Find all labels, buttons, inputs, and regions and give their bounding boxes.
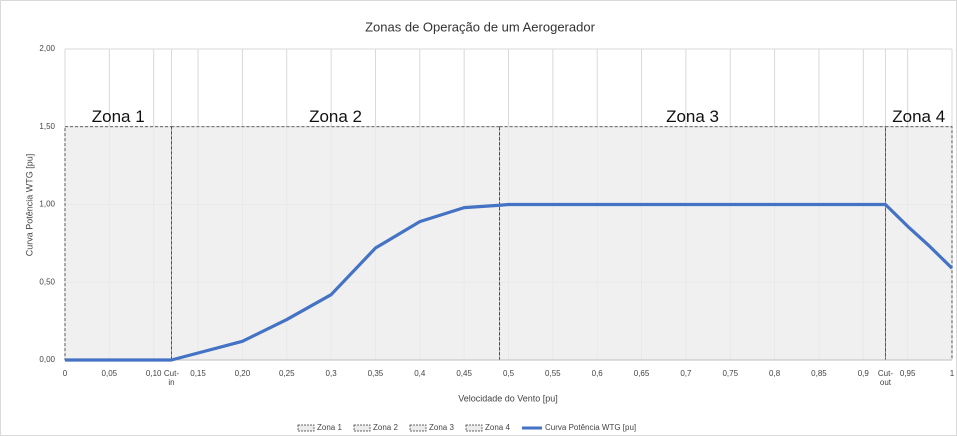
zone-label: Zona 1 xyxy=(92,107,145,126)
legend-swatch xyxy=(465,424,483,432)
zone xyxy=(64,126,172,361)
x-tick-label: 0,4 xyxy=(414,369,426,378)
x-tick-label: 0,55 xyxy=(545,369,561,378)
x-tick-label: 0,65 xyxy=(634,369,650,378)
x-tick-label: 0,15 xyxy=(190,369,206,378)
x-tick-label: 0,75 xyxy=(722,369,738,378)
legend-swatch xyxy=(297,424,315,432)
y-tick-label: 0,50 xyxy=(39,277,55,286)
x-tick-label: Cut-out xyxy=(878,369,893,387)
x-tick-label: 1 xyxy=(950,369,955,378)
x-tick-label: 0,9 xyxy=(858,369,870,378)
legend-swatch xyxy=(353,424,371,432)
legend-label: Curva Potência WTG [pu] xyxy=(545,423,636,432)
legend-label: Zona 3 xyxy=(429,423,454,432)
x-tick-label: Cut-in xyxy=(164,369,179,387)
legend-swatch xyxy=(409,424,427,432)
zone-label: Zona 2 xyxy=(309,107,362,126)
y-tick-label: 0,00 xyxy=(39,355,55,364)
zone-label: Zona 3 xyxy=(666,107,719,126)
x-tick-label: 0,6 xyxy=(592,369,604,378)
y-tick-label: 2,00 xyxy=(39,44,55,53)
legend-label: Zona 2 xyxy=(373,423,398,432)
zone xyxy=(499,126,886,361)
series-line xyxy=(65,202,954,362)
x-tick-label: 0,7 xyxy=(680,369,692,378)
x-tick-label: 0,20 xyxy=(235,369,251,378)
x-tick-label: 0,3 xyxy=(326,369,338,378)
x-tick-label: 0,8 xyxy=(769,369,781,378)
zone xyxy=(885,126,953,361)
x-tick-label: 0,25 xyxy=(279,369,295,378)
x-tick-label: 0,05 xyxy=(102,369,118,378)
zone-label: Zona 4 xyxy=(892,107,945,126)
legend-label: Zona 1 xyxy=(317,423,342,432)
chart-title: Zonas de Operação de um Aerogerador xyxy=(365,19,595,34)
y-tick-label: 1,00 xyxy=(39,200,55,209)
x-tick-label: 0,10 xyxy=(146,369,162,378)
y-tick-label: 1,50 xyxy=(39,122,55,131)
x-tick-label: 0,85 xyxy=(811,369,827,378)
legend-label: Zona 4 xyxy=(485,423,510,432)
x-tick-label: 0,5 xyxy=(503,369,515,378)
x-axis-label: Velocidade do Vento [pu] xyxy=(458,393,558,403)
x-tick-label: 0,35 xyxy=(368,369,384,378)
x-tick-label: 0,95 xyxy=(900,369,916,378)
x-tick-label: 0,45 xyxy=(456,369,472,378)
y-axis-label: Curva Potência WTG [pu] xyxy=(24,154,34,257)
zone xyxy=(171,126,501,361)
x-tick-label: 0 xyxy=(63,369,68,378)
